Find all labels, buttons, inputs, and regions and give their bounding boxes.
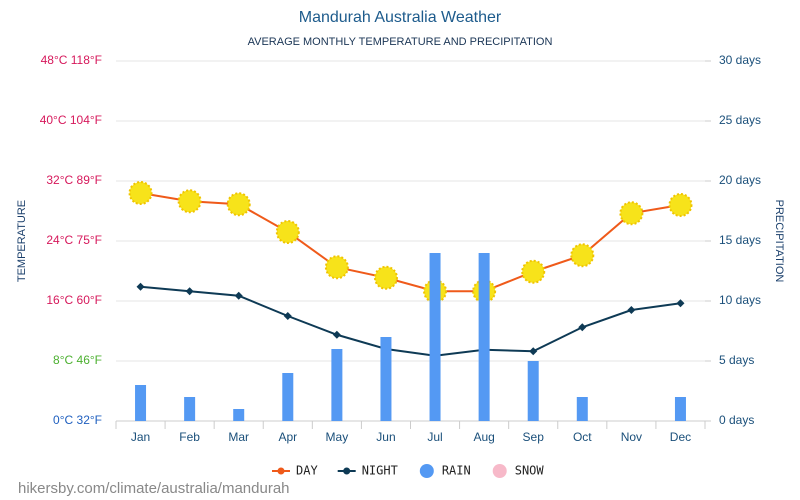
point <box>332 330 341 339</box>
sun <box>570 243 595 268</box>
weather-icon <box>619 201 644 226</box>
weather-icon <box>226 192 251 217</box>
sun <box>275 220 300 244</box>
bar <box>135 385 147 421</box>
x-tick-label: Jan <box>131 430 150 444</box>
sun <box>177 189 202 214</box>
legend-marker <box>492 464 507 478</box>
legend-marker <box>277 467 285 475</box>
x-tick-label: Nov <box>621 430 642 444</box>
bar <box>184 397 196 421</box>
sun <box>373 265 398 290</box>
y-tick-label: 32°C 89°F <box>46 173 102 187</box>
point <box>676 299 685 308</box>
point <box>234 291 243 300</box>
y2-tick-label: 10 days <box>719 293 761 307</box>
y2-axis-label: PRECIPITATION <box>773 200 785 283</box>
weather-icon <box>275 220 300 244</box>
legend-label: NIGHT <box>362 464 398 478</box>
weather-icon <box>324 255 349 280</box>
sun <box>521 259 546 284</box>
footer: hikersby.com/climate/australia/mandurah <box>18 480 290 497</box>
y2-tick-label: 15 days <box>719 233 761 247</box>
weather-icon <box>373 265 398 290</box>
x-tick-label: Aug <box>473 430 494 444</box>
point <box>283 312 292 320</box>
bar <box>282 373 294 421</box>
point <box>529 347 538 356</box>
bar <box>478 253 490 421</box>
line <box>140 285 681 357</box>
bar <box>576 397 588 421</box>
y-tick-label: 48°C 118°F <box>41 53 102 67</box>
point <box>578 323 587 332</box>
line <box>140 192 681 293</box>
x-tick-label: Apr <box>278 430 297 444</box>
x-tick-label: Jul <box>427 430 442 444</box>
y2-tick-label: 30 days <box>719 53 761 67</box>
y-tick-label: 0°C 32°F <box>53 413 102 427</box>
chart-subtitle: AVERAGE MONTHLY TEMPERATURE AND PRECIPIT… <box>248 36 553 48</box>
sun <box>668 193 693 217</box>
sun <box>324 255 349 280</box>
legend-marker <box>343 467 351 475</box>
bar <box>527 361 539 421</box>
legend-label: DAY <box>296 464 318 478</box>
y2-tick-label: 5 days <box>719 353 754 367</box>
sun <box>619 201 644 226</box>
y-tick-label: 16°C 60°F <box>46 293 102 307</box>
weather-icon <box>521 259 546 284</box>
point <box>627 306 636 314</box>
legend-marker <box>419 464 434 478</box>
y-tick-label: 40°C 104°F <box>40 113 102 127</box>
y2-tick-label: 0 days <box>719 413 754 427</box>
y-tick-label: 24°C 75°F <box>46 233 102 247</box>
point <box>136 282 145 291</box>
y2-tick-label: 20 days <box>719 173 761 187</box>
chart-title: Mandurah Australia Weather <box>299 9 502 26</box>
legend-label: SNOW <box>515 464 545 478</box>
weather-icon <box>570 243 595 268</box>
weather-icon <box>177 189 202 214</box>
sun <box>128 181 153 205</box>
legend-label: RAIN <box>442 464 471 478</box>
bar <box>380 337 392 421</box>
x-tick-label: Dec <box>670 430 691 444</box>
x-tick-label: Sep <box>523 430 545 444</box>
bar <box>331 349 343 421</box>
point <box>185 287 194 296</box>
x-tick-label: Mar <box>228 430 249 444</box>
weather-icon <box>668 193 693 217</box>
x-tick-label: Jun <box>376 430 395 444</box>
bar <box>674 397 686 421</box>
x-tick-label: Feb <box>179 430 200 444</box>
y-axis-label: TEMPERATURE <box>16 200 28 282</box>
weather-icon <box>128 181 153 205</box>
sun <box>226 192 251 217</box>
y-tick-label: 8°C 46°F <box>53 353 102 367</box>
x-tick-label: May <box>326 430 349 444</box>
x-tick-label: Oct <box>573 430 592 444</box>
bar <box>233 409 245 421</box>
y2-tick-label: 25 days <box>719 113 761 127</box>
bar <box>429 253 441 421</box>
